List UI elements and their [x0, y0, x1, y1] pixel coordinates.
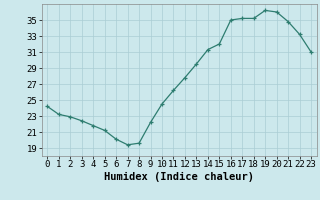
X-axis label: Humidex (Indice chaleur): Humidex (Indice chaleur)	[104, 172, 254, 182]
